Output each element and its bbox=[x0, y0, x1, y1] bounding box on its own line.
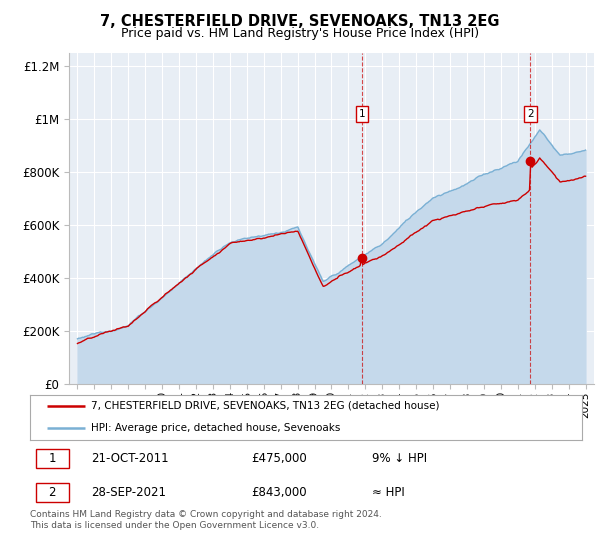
Text: 9% ↓ HPI: 9% ↓ HPI bbox=[372, 452, 427, 465]
Text: 1: 1 bbox=[359, 109, 365, 119]
Text: 21-OCT-2011: 21-OCT-2011 bbox=[91, 452, 169, 465]
Text: HPI: Average price, detached house, Sevenoaks: HPI: Average price, detached house, Seve… bbox=[91, 423, 340, 433]
Text: Price paid vs. HM Land Registry's House Price Index (HPI): Price paid vs. HM Land Registry's House … bbox=[121, 27, 479, 40]
Text: £475,000: £475,000 bbox=[251, 452, 307, 465]
Bar bbox=[35, 449, 68, 468]
Text: ≈ HPI: ≈ HPI bbox=[372, 486, 405, 499]
Bar bbox=[35, 483, 68, 502]
Text: £843,000: £843,000 bbox=[251, 486, 307, 499]
Text: Contains HM Land Registry data © Crown copyright and database right 2024.
This d: Contains HM Land Registry data © Crown c… bbox=[30, 510, 382, 530]
Text: 7, CHESTERFIELD DRIVE, SEVENOAKS, TN13 2EG: 7, CHESTERFIELD DRIVE, SEVENOAKS, TN13 2… bbox=[100, 14, 500, 29]
Text: 2: 2 bbox=[49, 486, 56, 499]
Text: 2: 2 bbox=[527, 109, 534, 119]
Text: 1: 1 bbox=[49, 452, 56, 465]
Text: 28-SEP-2021: 28-SEP-2021 bbox=[91, 486, 166, 499]
Text: 7, CHESTERFIELD DRIVE, SEVENOAKS, TN13 2EG (detached house): 7, CHESTERFIELD DRIVE, SEVENOAKS, TN13 2… bbox=[91, 401, 439, 411]
